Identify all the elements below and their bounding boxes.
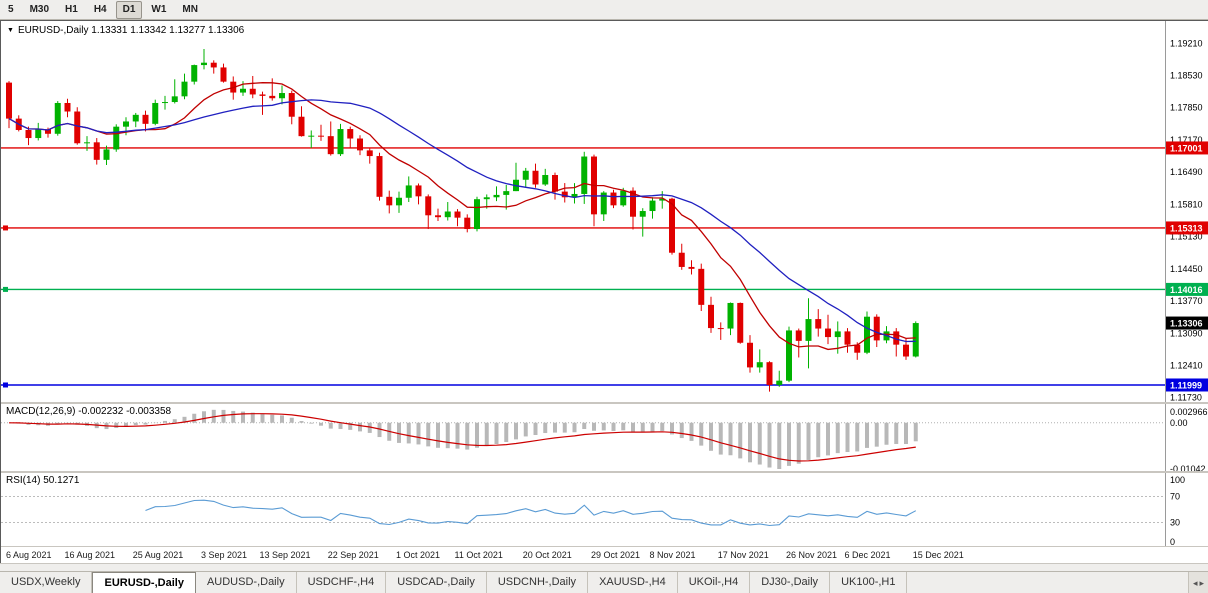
- timeframe-toolbar: 5 M30 H1 H4 D1 W1 MN: [0, 0, 1208, 20]
- svg-text:6 Aug 2021: 6 Aug 2021: [6, 550, 52, 560]
- tab-scrollbar[interactable]: ◂ ▸: [1187, 572, 1208, 593]
- svg-text:1.19210: 1.19210: [1170, 38, 1203, 48]
- svg-text:30: 30: [1170, 518, 1180, 528]
- timeframe-button-h4[interactable]: H4: [87, 1, 114, 19]
- svg-text:1.18530: 1.18530: [1170, 70, 1203, 80]
- timeframe-button-mn[interactable]: MN: [175, 1, 205, 19]
- timeframe-button-d1[interactable]: D1: [115, 0, 143, 19]
- tab-ukoil-h4[interactable]: UKOil-,H4: [678, 572, 751, 593]
- svg-text:8 Nov 2021: 8 Nov 2021: [650, 550, 696, 560]
- svg-text:1.13770: 1.13770: [1170, 296, 1203, 306]
- tab-eurusd-daily[interactable]: EURUSD-,Daily: [92, 572, 196, 593]
- tab-dj30-daily[interactable]: DJ30-,Daily: [750, 572, 831, 593]
- svg-text:1.11999: 1.11999: [1170, 380, 1202, 390]
- svg-text:1.15810: 1.15810: [1170, 199, 1203, 209]
- svg-text:1.15313: 1.15313: [1170, 223, 1203, 233]
- svg-text:13 Sep 2021: 13 Sep 2021: [260, 550, 311, 560]
- svg-text:1.12410: 1.12410: [1170, 361, 1203, 371]
- svg-text:0: 0: [1170, 537, 1175, 546]
- svg-text:1.11730: 1.11730: [1170, 393, 1202, 402]
- svg-text:11 Oct 2021: 11 Oct 2021: [455, 550, 503, 560]
- svg-text:1.15130: 1.15130: [1170, 232, 1203, 242]
- svg-text:1.13090: 1.13090: [1170, 328, 1203, 338]
- tab-usdcnh-daily[interactable]: USDCNH-,Daily: [487, 572, 589, 593]
- svg-text:1.17001: 1.17001: [1170, 143, 1203, 153]
- price-chart-pane[interactable]: 1.19210 1.18530 1.17850 1.17170 1.16490 1.158…: [1, 21, 1208, 402]
- svg-text:70: 70: [1170, 492, 1180, 502]
- svg-text:26 Nov 2021: 26 Nov 2021: [786, 550, 837, 560]
- svg-text:0.00: 0.00: [1170, 418, 1188, 428]
- svg-text:1.16490: 1.16490: [1170, 167, 1203, 177]
- tab-usdx-weekly[interactable]: USDX,Weekly: [0, 572, 93, 593]
- tab-xauusd-h4[interactable]: XAUUSD-,H4: [588, 572, 678, 593]
- timeframe-button-m15[interactable]: 5: [1, 1, 21, 19]
- rsi-pane[interactable]: 100 70 30 0 RSI(14) 50.1271: [1, 471, 1208, 546]
- svg-text:22 Sep 2021: 22 Sep 2021: [328, 550, 379, 560]
- timeframe-button-m30[interactable]: M30: [23, 1, 56, 19]
- svg-text:1.14016: 1.14016: [1170, 285, 1203, 295]
- chart-menu-icon[interactable]: ▼: [7, 26, 14, 34]
- timeframe-button-w1[interactable]: W1: [144, 1, 173, 19]
- svg-text:20 Oct 2021: 20 Oct 2021: [523, 550, 572, 560]
- tab-usdchf-h4[interactable]: USDCHF-,H4: [297, 572, 387, 593]
- timeframe-button-h1[interactable]: H1: [58, 1, 85, 19]
- svg-text:15 Dec 2021: 15 Dec 2021: [913, 550, 964, 560]
- tab-usdcad-daily[interactable]: USDCAD-,Daily: [386, 572, 487, 593]
- svg-text:100: 100: [1170, 475, 1185, 485]
- svg-text:0.002966: 0.002966: [1170, 407, 1208, 417]
- tab-scroll-right-icon[interactable]: ▸: [1199, 577, 1204, 588]
- svg-text:1.17850: 1.17850: [1170, 103, 1203, 113]
- chart-window: 1.19210 1.18530 1.17850 1.17170 1.16490 1.158…: [0, 20, 1208, 563]
- svg-text:3 Sep 2021: 3 Sep 2021: [201, 550, 247, 560]
- rsi-canvas[interactable]: 100 70 30 0: [1, 473, 1208, 546]
- tab-scroll-left-icon[interactable]: ◂: [1192, 577, 1198, 588]
- svg-text:1.14450: 1.14450: [1170, 264, 1203, 274]
- tab-audusd-daily[interactable]: AUDUSD-,Daily: [196, 572, 297, 593]
- svg-text:16 Aug 2021: 16 Aug 2021: [65, 550, 116, 560]
- svg-text:25 Aug 2021: 25 Aug 2021: [133, 550, 184, 560]
- macd-pane[interactable]: 0.002966 0.00 -0.01042 MACD(12,26,9) -0.00…: [1, 402, 1208, 471]
- svg-text:1.17170: 1.17170: [1170, 135, 1203, 145]
- svg-text:29 Oct 2021: 29 Oct 2021: [591, 550, 640, 560]
- svg-text:1 Oct 2021: 1 Oct 2021: [396, 550, 440, 560]
- svg-text:1.13306: 1.13306: [1170, 319, 1203, 329]
- svg-text:6 Dec 2021: 6 Dec 2021: [845, 550, 891, 560]
- price-chart-canvas[interactable]: 1.19210 1.18530 1.17850 1.17170 1.16490 1.158…: [1, 21, 1208, 402]
- tab-uk100-h1[interactable]: UK100-,H1: [830, 572, 908, 593]
- horizontal-scroll-strip[interactable]: [0, 563, 1208, 571]
- svg-text:-0.01042: -0.01042: [1170, 464, 1206, 471]
- time-axis-canvas[interactable]: 6 Aug 2021 16 Aug 2021 25 Aug 2021 3 Sep 20…: [1, 547, 1208, 563]
- chart-tab-bar: USDX,Weekly EURUSD-,Daily AUDUSD-,Daily …: [0, 571, 1208, 593]
- svg-text:17 Nov 2021: 17 Nov 2021: [718, 550, 769, 560]
- time-axis[interactable]: 6 Aug 2021 16 Aug 2021 25 Aug 2021 3 Sep 20…: [1, 546, 1208, 563]
